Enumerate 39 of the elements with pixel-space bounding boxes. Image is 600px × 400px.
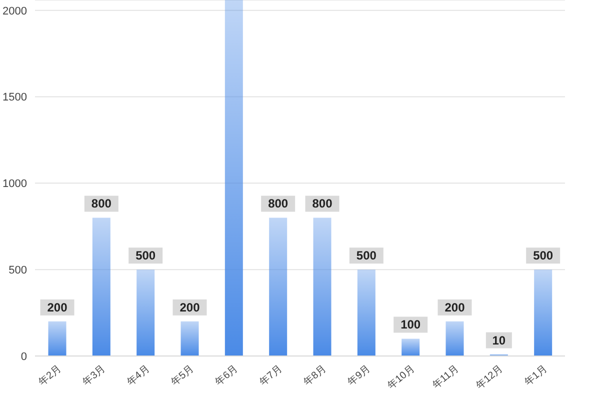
data-label: 200 xyxy=(180,300,200,314)
y-tick-label: 1000 xyxy=(2,178,27,190)
data-label: 500 xyxy=(533,248,554,263)
y-tick-label: 1500 xyxy=(2,92,27,104)
data-label: 10 xyxy=(492,333,506,348)
data-label: 800 xyxy=(91,196,112,211)
x-tick-label: 年7月 xyxy=(257,362,284,388)
data-label: 100 xyxy=(400,318,421,332)
y-tick-label: 0 xyxy=(20,350,27,363)
data-label: 800 xyxy=(312,196,333,211)
data-label: 500 xyxy=(136,248,156,263)
x-tick-label: 年3月 xyxy=(80,362,108,388)
bar xyxy=(48,321,66,356)
y-tick-label: 2000 xyxy=(2,5,27,18)
bar xyxy=(269,218,288,356)
data-label: 800 xyxy=(268,196,288,211)
bar xyxy=(224,0,243,356)
bar xyxy=(180,321,199,356)
x-tick-label: 年1月 xyxy=(522,362,550,388)
x-tick-label: 年8月 xyxy=(301,362,329,388)
bar xyxy=(534,270,552,356)
data-label: 200 xyxy=(47,300,68,314)
data-label: 200 xyxy=(444,300,466,314)
bar xyxy=(136,270,155,356)
x-tick-label: 年12月 xyxy=(474,362,506,392)
x-tick-label: 年9月 xyxy=(345,362,373,388)
bar xyxy=(357,270,376,356)
y-tick-label: 500 xyxy=(8,264,27,276)
data-label: 500 xyxy=(356,248,377,263)
bar xyxy=(402,338,420,356)
x-tick-label: 年11月 xyxy=(430,362,462,392)
x-tick-label: 年2月 xyxy=(36,362,64,388)
bar xyxy=(313,218,332,356)
x-tick-label: 年6月 xyxy=(212,362,240,388)
bar xyxy=(92,218,110,356)
bar xyxy=(446,321,464,356)
x-tick-label: 年4月 xyxy=(124,362,152,388)
x-tick-label: 年10月 xyxy=(385,362,417,392)
x-tick-label: 年5月 xyxy=(168,362,196,388)
